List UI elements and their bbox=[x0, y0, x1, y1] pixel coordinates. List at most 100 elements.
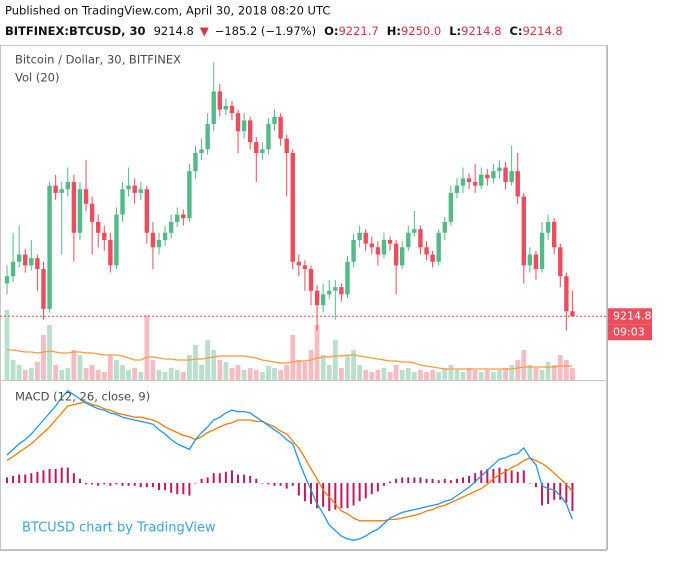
candle-body bbox=[412, 229, 417, 233]
published-line: Published on TradingView.com, April 30, … bbox=[5, 4, 330, 18]
candle-body bbox=[314, 290, 320, 306]
volume-bar bbox=[539, 370, 545, 380]
low-label: L: bbox=[449, 24, 461, 38]
histogram-bar bbox=[346, 482, 349, 509]
macd-legend: MACD (12, 26, close, 9) bbox=[15, 390, 150, 404]
volume-bar bbox=[527, 365, 533, 380]
histogram-bar bbox=[419, 477, 422, 483]
signal-line bbox=[6, 401, 573, 522]
volume-bar bbox=[205, 340, 211, 380]
watermark: BTCUSD chart by TradingView bbox=[22, 521, 216, 536]
candle-body bbox=[430, 254, 435, 262]
volume-bar bbox=[351, 350, 356, 380]
candle-body bbox=[509, 171, 514, 183]
volume-bar bbox=[533, 368, 539, 380]
volume-bar bbox=[150, 360, 156, 380]
volume-bar bbox=[138, 372, 144, 380]
close-value: 9214.8 bbox=[522, 24, 562, 38]
candle-body bbox=[4, 276, 10, 284]
candle-body bbox=[302, 265, 308, 270]
volume-bar bbox=[503, 368, 508, 380]
histogram-bar bbox=[449, 480, 452, 483]
candle-body bbox=[327, 290, 332, 295]
volume-bar bbox=[405, 368, 411, 380]
volume-bar bbox=[454, 370, 460, 380]
candle-body bbox=[393, 243, 399, 266]
candle-body bbox=[570, 311, 575, 317]
candle-body bbox=[363, 232, 368, 244]
histogram-bar bbox=[528, 482, 531, 484]
histogram-bar bbox=[273, 482, 276, 486]
countdown-label: 09:03 bbox=[613, 325, 645, 338]
volume-bar bbox=[41, 335, 46, 380]
candle-body bbox=[156, 240, 162, 248]
histogram-bar bbox=[547, 482, 550, 504]
histogram-bar bbox=[78, 478, 81, 483]
volume-bar bbox=[241, 370, 247, 380]
volume-bar bbox=[211, 350, 217, 380]
candle-body bbox=[205, 124, 210, 150]
volume-bar bbox=[180, 372, 186, 380]
volume-bar bbox=[28, 368, 34, 380]
price-legend: Bitcoin / Dollar, 30, BITFINEX bbox=[15, 53, 181, 67]
volume-bar bbox=[71, 350, 77, 380]
histogram-bar bbox=[18, 474, 21, 483]
candle-body bbox=[558, 247, 563, 277]
candle-body bbox=[162, 232, 168, 241]
histogram-bar bbox=[200, 478, 203, 483]
histogram-bar bbox=[407, 477, 410, 483]
volume-bar bbox=[47, 325, 52, 380]
histogram-bar bbox=[212, 473, 215, 483]
volume-bar bbox=[363, 370, 369, 380]
volume-bar bbox=[16, 365, 22, 380]
histogram-bar bbox=[243, 474, 246, 483]
histogram-bar bbox=[522, 470, 525, 483]
last-price-label: 9214.8 bbox=[613, 309, 652, 322]
histogram-bar bbox=[194, 482, 197, 484]
volume-bar bbox=[290, 335, 296, 380]
candle-body bbox=[460, 178, 466, 186]
histogram-bar bbox=[389, 481, 392, 483]
candle-body bbox=[533, 254, 539, 270]
candle-body bbox=[77, 189, 83, 233]
candle-body bbox=[89, 203, 95, 222]
volume-bar bbox=[515, 360, 521, 380]
volume-bar bbox=[253, 370, 259, 380]
candle-body bbox=[564, 276, 569, 312]
histogram-bar bbox=[267, 482, 270, 485]
volume-bar bbox=[521, 350, 527, 380]
histogram-bar bbox=[133, 482, 136, 486]
candle-body bbox=[436, 232, 441, 262]
volume-bar bbox=[491, 372, 496, 380]
volume-bar bbox=[65, 368, 71, 380]
volume-bar bbox=[259, 372, 265, 380]
histogram-bar bbox=[91, 482, 94, 485]
histogram-bar bbox=[364, 482, 367, 499]
histogram-bar bbox=[443, 478, 446, 483]
macd-line bbox=[6, 389, 574, 541]
volume-bar bbox=[563, 360, 569, 380]
candle-body bbox=[150, 232, 156, 248]
candle-body bbox=[497, 167, 502, 172]
low-value: 9214.8 bbox=[461, 24, 501, 38]
histogram-bar bbox=[352, 482, 355, 506]
candle-body bbox=[369, 243, 374, 248]
candle-body bbox=[217, 91, 222, 110]
histogram-bar bbox=[237, 474, 240, 483]
histogram-bar bbox=[322, 482, 325, 507]
volume-bar bbox=[320, 355, 326, 380]
volume-bar bbox=[120, 365, 125, 380]
volume-bar bbox=[156, 370, 162, 380]
histogram-bar bbox=[358, 482, 361, 502]
histogram-bar bbox=[571, 482, 574, 511]
histogram-bar bbox=[559, 482, 562, 500]
volume-bar bbox=[375, 370, 381, 380]
candle-body bbox=[96, 221, 101, 233]
candle-body bbox=[278, 116, 283, 139]
candle-body bbox=[229, 105, 235, 114]
histogram-bar bbox=[534, 482, 537, 488]
volume-bar bbox=[357, 365, 363, 380]
histogram-bar bbox=[164, 482, 167, 490]
candle-body bbox=[29, 258, 34, 266]
